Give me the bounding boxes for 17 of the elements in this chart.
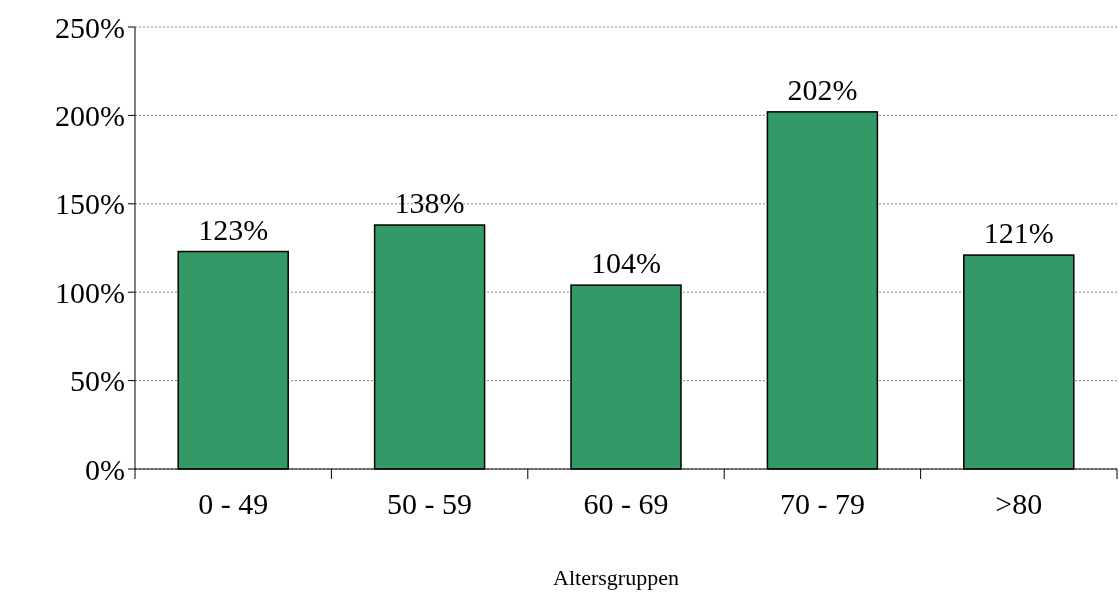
y-tick-label: 0%	[85, 452, 125, 486]
x-tick-label: 0 - 49	[198, 487, 269, 520]
x-tick-label: 60 - 69	[583, 487, 669, 520]
data-label: 121%	[983, 216, 1054, 250]
data-label: 202%	[787, 72, 858, 106]
x-tick-label: 50 - 59	[387, 487, 473, 520]
y-tick-label: 100%	[55, 275, 125, 309]
x-axis-title: Altersgruppen	[553, 565, 679, 590]
y-tick-label: 50%	[70, 364, 125, 398]
data-label: 104%	[591, 246, 661, 280]
y-tick-label: 200%	[55, 98, 125, 132]
x-tick-label: >80	[995, 487, 1043, 520]
y-tick-label: 250%	[55, 10, 125, 44]
data-label: 123%	[198, 212, 269, 246]
data-label: 138%	[394, 186, 465, 220]
x-tick-label: 70 - 79	[779, 487, 865, 520]
y-tick-label: 150%	[55, 187, 125, 221]
